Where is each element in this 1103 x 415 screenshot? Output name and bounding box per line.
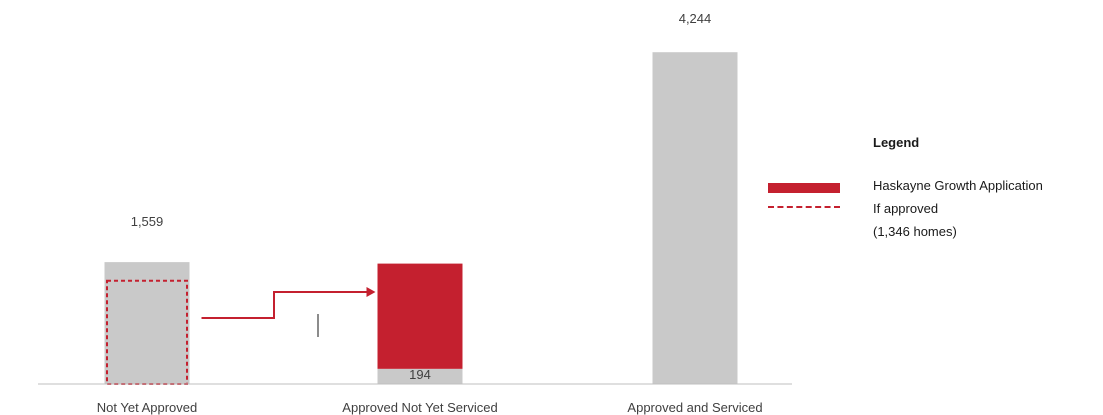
- legend-swatch-haskayne: [768, 183, 840, 193]
- transfer-arrow-line: [201, 291, 368, 319]
- category-label-2: Approved Not Yet Serviced: [342, 400, 497, 415]
- transfer-arrow-head: [366, 287, 376, 297]
- legend-swatch-if-approved: [768, 206, 840, 208]
- legend-label-haskayne: Haskayne Growth Application: [873, 178, 1043, 193]
- bar-3: [652, 52, 738, 385]
- category-label-1: Not Yet Approved: [97, 400, 197, 415]
- value-label-3: 4,244: [679, 11, 712, 26]
- bar-1: [104, 262, 190, 384]
- bar-2: [377, 368, 463, 384]
- legend-note-homes: (1,346 homes): [873, 224, 957, 239]
- bar-haskayne-highlight: [377, 263, 463, 369]
- category-label-3: Approved and Serviced: [627, 400, 762, 415]
- legend-title: Legend: [873, 135, 920, 150]
- value-label-2: 194: [409, 367, 431, 382]
- legend-label-if-approved: If approved: [873, 201, 939, 216]
- value-label-1: 1,559: [131, 214, 164, 229]
